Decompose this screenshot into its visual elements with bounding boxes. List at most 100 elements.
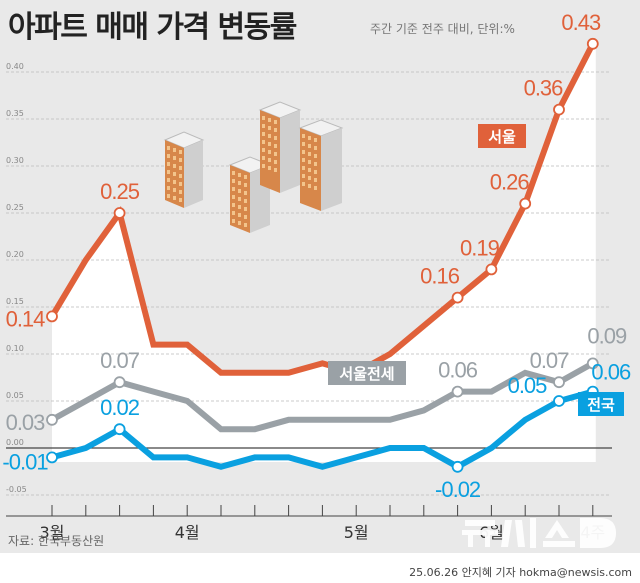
data-label: 0.06 xyxy=(438,358,478,383)
building-window xyxy=(308,184,311,188)
building-window xyxy=(244,183,247,187)
building-window xyxy=(179,182,182,186)
building-window xyxy=(232,203,235,207)
data-point xyxy=(586,357,599,370)
data-point xyxy=(46,310,58,323)
building-window xyxy=(244,191,247,195)
series-tag-bg xyxy=(328,361,406,385)
building-window xyxy=(173,180,176,184)
building-front xyxy=(184,140,203,208)
data-label: 0.07 xyxy=(530,348,570,373)
data-point xyxy=(485,263,498,276)
y-tick-label: -0.05 xyxy=(6,485,27,494)
building-window xyxy=(173,172,176,176)
data-label: 0.05 xyxy=(508,373,548,398)
building-window xyxy=(314,138,317,142)
data-point xyxy=(113,207,126,219)
data-point xyxy=(46,413,58,426)
building-window xyxy=(232,219,235,223)
building-window xyxy=(274,144,277,148)
building-window xyxy=(232,211,235,215)
building-window xyxy=(274,160,277,164)
building-window xyxy=(244,215,247,219)
building-window xyxy=(179,166,182,170)
building-window xyxy=(308,144,311,148)
building-window xyxy=(268,158,271,162)
y-tick-label: 0.15 xyxy=(6,297,24,306)
building-window xyxy=(308,152,311,156)
building-window xyxy=(167,170,170,174)
data-point xyxy=(586,37,599,50)
data-point xyxy=(451,385,464,398)
data-label: 0.09 xyxy=(587,323,627,348)
data-point xyxy=(451,460,464,473)
data-label: 0.25 xyxy=(100,179,140,204)
data-label: -0.02 xyxy=(435,477,481,502)
building-window xyxy=(179,174,182,178)
series-name-label: 전국 xyxy=(587,396,615,414)
data-label: 0.07 xyxy=(100,348,140,373)
building-window xyxy=(274,152,277,156)
data-point xyxy=(553,395,565,407)
building-window xyxy=(308,168,311,172)
building-window xyxy=(232,195,235,199)
building-window xyxy=(167,178,170,182)
data-point xyxy=(451,291,464,304)
y-tick-label: 0.05 xyxy=(6,391,24,400)
series-line-2 xyxy=(51,388,594,471)
series-name-label: 서울전세 xyxy=(339,365,394,383)
building-window xyxy=(314,162,317,166)
building-window xyxy=(262,164,265,168)
building-window xyxy=(274,168,277,172)
building-window xyxy=(238,173,241,177)
building-window xyxy=(308,136,311,140)
building-window xyxy=(238,205,241,209)
apartment-buildings-illustration xyxy=(163,101,344,233)
building-window xyxy=(302,166,305,170)
building-window xyxy=(268,150,271,154)
data-label: 0.14 xyxy=(6,306,46,331)
y-tick-label: 0.10 xyxy=(6,344,24,353)
building-window xyxy=(167,162,170,166)
building-window xyxy=(262,124,265,128)
building-window xyxy=(302,142,305,146)
building-window xyxy=(173,148,176,152)
x-month-label: 5월 xyxy=(344,523,369,542)
building-window xyxy=(173,164,176,168)
building-window xyxy=(268,134,271,138)
data-label: 0.16 xyxy=(420,264,460,289)
building-window xyxy=(274,120,277,124)
building-window xyxy=(238,197,241,201)
data-label: 0.43 xyxy=(561,10,601,35)
series-line-0 xyxy=(49,42,596,377)
x-month-label: 4월 xyxy=(175,523,200,542)
building-window xyxy=(308,160,311,164)
building-window xyxy=(268,118,271,122)
data-label: 0.06 xyxy=(591,360,631,385)
building-window xyxy=(173,188,176,192)
building-window xyxy=(167,146,170,150)
x-month-label: 3월 xyxy=(40,523,65,542)
building-window xyxy=(232,187,235,191)
series-tag-bg xyxy=(578,392,624,416)
y-tick-label: 0.20 xyxy=(6,250,24,259)
chart-title: 아파트 매매 가격 변동률 xyxy=(8,10,297,45)
building-window xyxy=(238,181,241,185)
building-window xyxy=(167,186,170,190)
building-window xyxy=(238,221,241,225)
building-window xyxy=(179,150,182,154)
y-tick-label: 0.35 xyxy=(6,109,24,118)
building-window xyxy=(167,154,170,158)
building-window xyxy=(314,178,317,182)
series-name-label: 서울 xyxy=(488,128,516,146)
building-window xyxy=(302,158,305,162)
data-point xyxy=(113,423,126,436)
building-window xyxy=(268,126,271,130)
building-window xyxy=(262,116,265,120)
building-window xyxy=(302,150,305,154)
building-window xyxy=(238,189,241,193)
building-window xyxy=(244,175,247,179)
building-window xyxy=(302,134,305,138)
